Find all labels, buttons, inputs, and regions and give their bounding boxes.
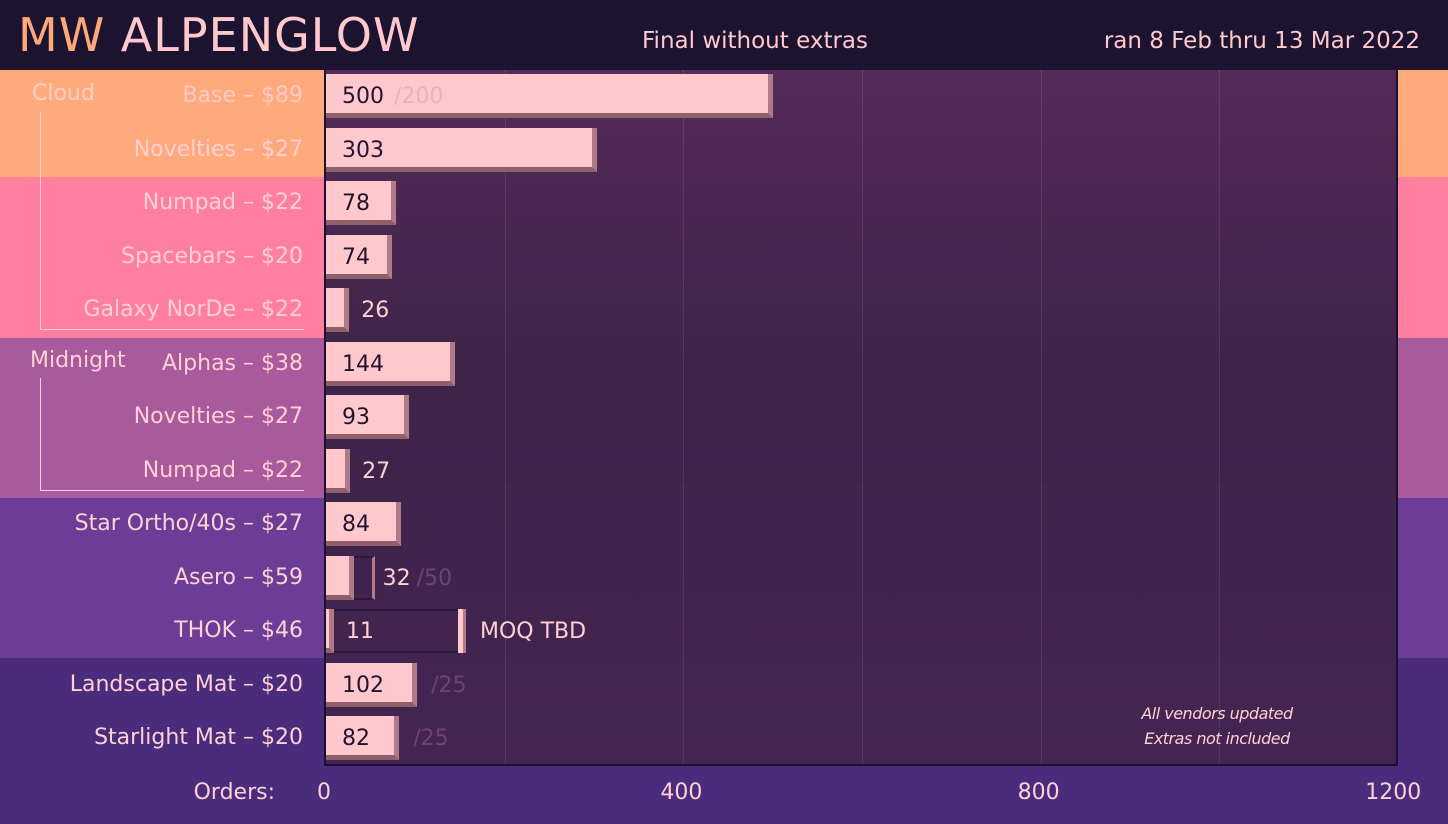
bar (326, 716, 400, 760)
bar (326, 555, 354, 600)
bar-value-label: 303 (342, 137, 384, 163)
bar (326, 288, 350, 332)
bar (326, 181, 396, 225)
annotation-vendors: All vendors updated (1141, 704, 1293, 723)
bar (326, 127, 597, 172)
moq-label: MOQ TBD (480, 619, 587, 644)
moq-label: /200 (394, 84, 444, 109)
category-label: THOK – $46 (174, 618, 303, 643)
x-tick-label: 400 (660, 780, 703, 805)
category-label: Starlight Mat – $20 (94, 725, 303, 750)
bar-value-label: 11 (346, 619, 374, 644)
bar-value-label: 27 (362, 458, 391, 484)
bar-value-label: 74 (342, 244, 370, 270)
bar (326, 448, 351, 493)
annotation-extras: Extras not included (1144, 729, 1290, 748)
gridline (1040, 70, 1042, 764)
bar-end-cap (458, 609, 466, 653)
category-label: Novelties – $27 (133, 404, 303, 429)
category-label: Numpad – $22 (142, 457, 303, 483)
group-label-midnight: Midnight (30, 348, 126, 373)
bar-value-label: 144 (342, 351, 384, 377)
category-label: Asero – $59 (173, 564, 303, 590)
x-tick-label: 1200 (1365, 780, 1422, 805)
bar-value-label: 32 (382, 565, 411, 591)
moq-label: /25 (413, 726, 449, 751)
x-tick-label: 0 (317, 780, 331, 805)
chart-subtitle: Final without extras (642, 28, 869, 54)
category-label: Novelties – $27 (133, 136, 303, 162)
group-bracket-midnight (40, 378, 304, 491)
bar-value-label: 102 (342, 672, 384, 698)
bar (326, 341, 455, 386)
bar (326, 502, 402, 546)
moq-label: /50 (416, 565, 453, 591)
gridline (504, 70, 506, 764)
bar (326, 395, 410, 439)
gridline (862, 70, 863, 764)
plot-area (324, 70, 1398, 766)
category-label: Star Ortho/40s – $27 (74, 511, 303, 536)
title-prefix: MW (18, 8, 106, 62)
bar (326, 234, 393, 279)
bar-value-label: 500 (342, 84, 384, 109)
gridline (1219, 70, 1221, 764)
bar (326, 662, 418, 707)
gridline (683, 70, 685, 764)
category-label: Base – $89 (182, 83, 303, 108)
category-label: Numpad – $22 (142, 190, 303, 215)
x-axis-label: Orders: (193, 780, 275, 805)
header-bar: MW ALPENGLOW Final without extras ran 8 … (0, 0, 1448, 70)
title-main: ALPENGLOW (120, 8, 420, 62)
bar-value-label: 93 (342, 405, 370, 430)
date-range: ran 8 Feb thru 13 Mar 2022 (1103, 28, 1420, 54)
bar-value-label: 78 (342, 191, 370, 216)
moq-label: /25 (431, 672, 467, 698)
bar-value-label: 82 (342, 726, 370, 751)
bar-value-label: 26 (361, 298, 390, 323)
bar (326, 609, 334, 653)
group-bracket-cloud (40, 112, 304, 330)
category-label: Spacebars – $20 (121, 243, 303, 269)
page-title: MW ALPENGLOW (18, 8, 419, 62)
bar (326, 74, 773, 118)
x-tick-label: 800 (1017, 780, 1060, 805)
group-label-cloud: Cloud (32, 81, 95, 106)
category-label: Landscape Mat – $20 (69, 671, 303, 697)
category-label: Alphas – $38 (162, 350, 303, 376)
category-label: Galaxy NorDe – $22 (83, 297, 303, 322)
bar-value-label: 84 (342, 512, 370, 537)
